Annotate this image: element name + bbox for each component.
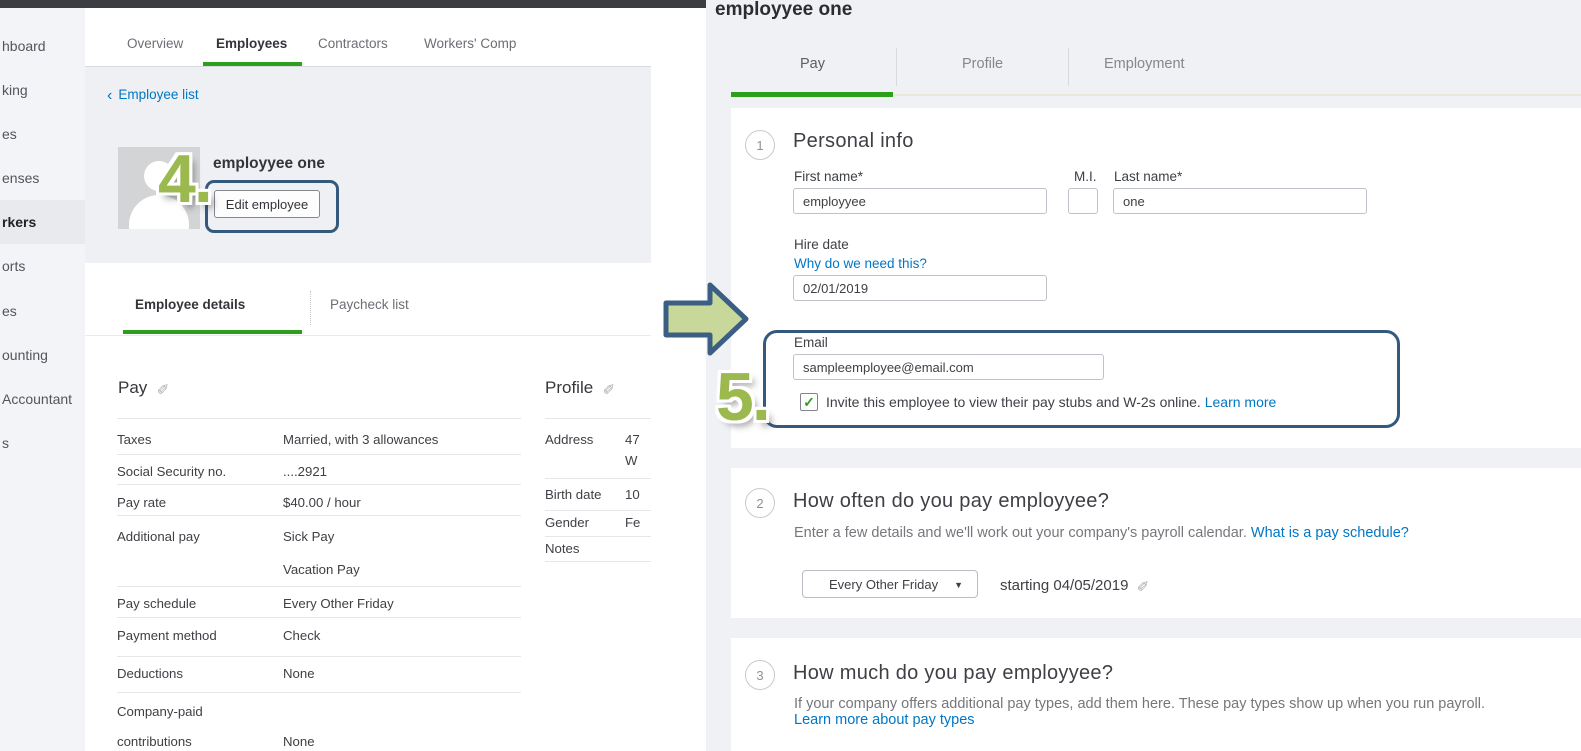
pay-schedule-dropdown[interactable]: Every Other Friday [802, 570, 978, 598]
schedule-starting-text: starting 04/05/2019 [1000, 576, 1149, 594]
employee-name: employyee one [213, 155, 325, 172]
breadcrumb-employee-list[interactable]: Employee list [107, 86, 199, 104]
edit-button-highlight-box [205, 180, 339, 233]
browser-topbar [0, 0, 710, 8]
tab-separator [896, 48, 897, 86]
sidebar-item-reports[interactable]: orts [2, 258, 26, 274]
pay-schedule-card: 2 How often do you pay employyee? Enter … [731, 468, 1581, 618]
table-row: Taxes Married, with 3 allowances [117, 419, 521, 455]
sidebar-item-banking[interactable]: king [2, 82, 28, 98]
tab-employment[interactable]: Employment [1104, 56, 1185, 72]
table-row: Gender Fe [545, 511, 651, 537]
step-circle-2: 2 [745, 488, 775, 518]
pay-types-description: If your company offers additional pay ty… [794, 696, 1486, 728]
last-name-label: Last name* [1114, 169, 1183, 184]
table-row: Notes [545, 537, 651, 562]
active-tab-underline [203, 62, 302, 66]
invite-learn-more-link[interactable]: Learn more [1204, 394, 1277, 410]
pay-types-link[interactable]: Learn more about pay types [794, 712, 975, 728]
table-row: Payment method Check [117, 618, 521, 657]
tab-divider [893, 94, 1581, 96]
avatar-person-icon [144, 161, 174, 191]
sidebar-item-dashboard[interactable]: hboard [2, 38, 46, 54]
email-input[interactable] [793, 354, 1104, 380]
personal-info-card: 1 Personal info First name* M.I. Last na… [731, 108, 1581, 448]
hire-date-help-link[interactable]: Why do we need this? [794, 256, 927, 271]
profile-table: Address 47 W Birth date 10 Gender Fe Not… [545, 418, 651, 562]
table-row: Birth date 10 [545, 479, 651, 511]
right-app-window: employyee one Pay Profile Employment 1 P… [706, 0, 1581, 751]
detail-tab-divider [85, 335, 651, 336]
sidebar: hboard king es enses rkers orts es ounti… [0, 8, 87, 751]
tab-separator [1068, 48, 1069, 86]
pay-table: Taxes Married, with 3 allowances Social … [117, 418, 521, 751]
tab-employees[interactable]: Employees [216, 36, 288, 51]
tab-profile[interactable]: Profile [962, 56, 1004, 72]
sidebar-item-accounting[interactable]: ounting [2, 347, 48, 363]
checkmark-icon [803, 395, 815, 409]
step-circle-3: 3 [745, 660, 775, 690]
table-row: Social Security no. ....2921 [117, 455, 521, 485]
step-5-annotation: 5. [716, 359, 771, 435]
edit-profile-pencil-icon[interactable] [603, 379, 616, 397]
first-name-input[interactable] [793, 188, 1047, 214]
sidebar-item-taxes[interactable]: es [2, 303, 17, 319]
table-row: Company-paid contributions None [117, 704, 315, 749]
tab-divider [85, 66, 651, 67]
table-row: Address 47 W [545, 419, 651, 479]
first-name-label: First name* [794, 169, 864, 184]
email-highlight-box [763, 330, 1400, 428]
table-row: Pay schedule Every Other Friday [117, 587, 521, 618]
edit-dialog-title: employyee one [715, 0, 853, 20]
table-row: Additional pay Sick Pay Vacation Pay [117, 516, 521, 587]
invite-checkbox[interactable] [800, 393, 818, 411]
invite-label: Invite this employee to view their pay s… [826, 394, 1277, 410]
mi-input[interactable] [1068, 188, 1098, 214]
hire-date-input[interactable] [793, 275, 1047, 301]
arrow-right-icon [663, 282, 749, 356]
mi-label: M.I. [1074, 169, 1097, 184]
left-content: Overview Employees Contractors Workers' … [85, 8, 651, 751]
tab-paycheck-list[interactable]: Paycheck list [330, 297, 409, 312]
tab-workers-comp[interactable]: Workers' Comp [424, 36, 517, 51]
pay-schedule-link[interactable]: What is a pay schedule? [1250, 525, 1409, 541]
tab-contractors[interactable]: Contractors [318, 36, 388, 51]
table-row: Pay rate $40.00 / hour [117, 485, 521, 516]
personal-info-heading: Personal info [793, 130, 914, 152]
tab-pay[interactable]: Pay [800, 56, 825, 72]
sidebar-item-sales[interactable]: es [2, 126, 17, 142]
pay-schedule-description: Enter a few details and we'll work out y… [794, 525, 1409, 541]
sidebar-item-expenses[interactable]: enses [2, 170, 40, 186]
chevron-down-icon [954, 580, 963, 590]
edit-schedule-pencil-icon[interactable] [1137, 576, 1150, 594]
detail-tab-separator [310, 291, 311, 325]
pay-schedule-heading: How often do you pay employyee? [793, 490, 1110, 512]
breadcrumb-label: Employee list [118, 87, 199, 102]
email-label: Email [794, 335, 828, 350]
pay-types-card: 3 How much do you pay employyee? If your… [731, 638, 1581, 751]
sidebar-item-my-accountant[interactable]: Accountant [2, 391, 73, 407]
employee-header-block: Employee list employyee one Edit employe… [85, 67, 651, 263]
left-app-window: hboard king es enses rkers orts es ounti… [0, 8, 651, 751]
step-circle-1: 1 [745, 130, 775, 160]
active-detail-tab-underline [123, 330, 302, 334]
profile-section-title: Profile [545, 378, 615, 398]
last-name-input[interactable] [1113, 188, 1367, 214]
sidebar-item-workers[interactable]: rkers [0, 200, 87, 244]
active-tab-underline [731, 92, 893, 97]
edit-employee-button[interactable]: Edit employee [214, 190, 320, 218]
table-row: Deductions None [117, 657, 521, 693]
hire-date-label: Hire date [794, 237, 849, 252]
pay-section-title: Pay [118, 378, 169, 398]
tab-employee-details[interactable]: Employee details [135, 297, 246, 312]
employee-avatar [118, 147, 200, 229]
edit-pay-pencil-icon[interactable] [157, 379, 170, 397]
tab-overview[interactable]: Overview [127, 36, 184, 51]
step-4-annotation: 4. [158, 141, 213, 217]
sidebar-item-apps[interactable]: s [2, 435, 9, 451]
pay-types-heading: How much do you pay employyee? [793, 662, 1114, 684]
